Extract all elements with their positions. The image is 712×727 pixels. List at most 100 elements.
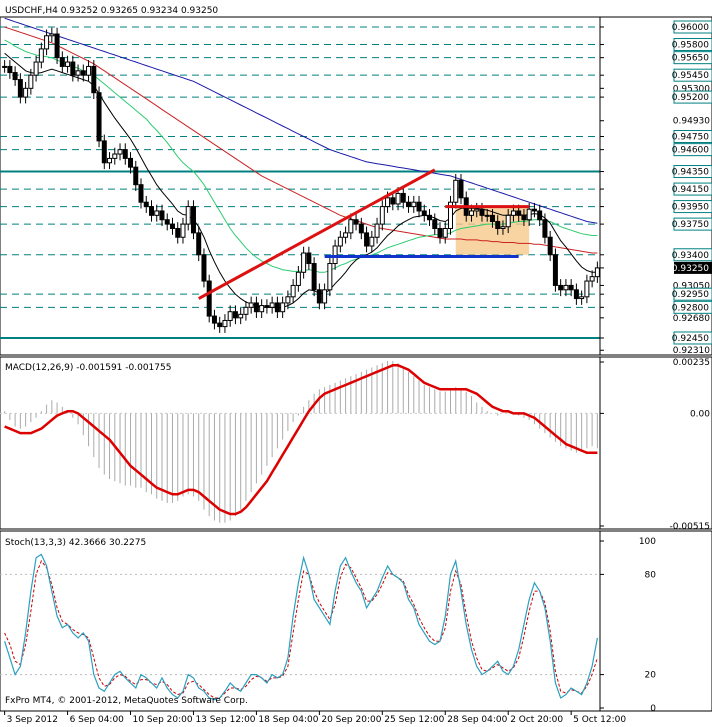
candle-body — [552, 254, 558, 286]
candle-body — [44, 35, 50, 50]
price-level-tag — [673, 165, 712, 179]
ma-blue-line — [4, 17, 598, 224]
copyright-label: FxPro MT4, © 2001-2012, MetaQuotes Softw… — [5, 696, 248, 706]
candle-body — [526, 208, 532, 221]
price-level-label: 0.94150 — [672, 185, 709, 195]
current-price-tag — [674, 261, 712, 274]
candle-body — [12, 72, 18, 81]
candle-body — [49, 33, 55, 37]
candle-body — [28, 74, 34, 89]
candle-body — [280, 302, 286, 313]
candle-body — [222, 319, 228, 328]
macd-tick-label: -0.00515 — [670, 522, 710, 532]
candle-body — [217, 322, 223, 328]
trend-annotations — [197, 168, 530, 300]
price-level-tag — [673, 130, 712, 144]
candle-body — [332, 245, 338, 265]
stoch-d-line — [4, 560, 598, 699]
time-tick-label: 2 Oct 20:00 — [510, 715, 563, 725]
macd-axis: 0.00235 0.00 -0.00515 — [599, 357, 710, 532]
price-tick-label: 0.92310 — [673, 346, 710, 356]
macd-series — [0, 360, 600, 523]
candle-body — [573, 289, 579, 300]
candle-body — [17, 79, 23, 98]
price-level-tag — [673, 287, 712, 301]
time-tick-label: 6 Sep 04:00 — [70, 715, 125, 725]
candle-body — [117, 149, 123, 155]
candle-body — [400, 192, 406, 203]
candle-body — [395, 192, 401, 205]
time-tick-label: 13 Sep 12:00 — [195, 715, 255, 725]
stoch-tick-label: 0 — [650, 704, 656, 714]
candle-body — [232, 311, 238, 319]
stoch-label: Stoch(13,3,3) 42.3666 30.2275 — [5, 538, 146, 548]
price-level-label: 0.93750 — [672, 220, 709, 230]
candle-body — [295, 271, 301, 286]
price-candles — [2, 27, 600, 333]
candle-body — [128, 157, 134, 168]
stoch-axis: 100 80 20 0 — [599, 531, 657, 714]
candle-body — [406, 201, 412, 208]
candle-body — [505, 214, 511, 228]
candle-body — [143, 201, 149, 208]
price-level-label: 0.94600 — [672, 146, 709, 156]
price-level-tag — [673, 51, 712, 65]
candle-body — [201, 254, 207, 282]
candle-body — [169, 223, 175, 229]
candle-body — [442, 227, 448, 238]
candle-body — [521, 214, 527, 221]
candle-body — [568, 284, 574, 291]
candle-body — [510, 210, 516, 216]
candle-body — [479, 208, 485, 216]
ma-black-line — [4, 52, 598, 309]
price-level-tag — [673, 331, 712, 345]
price-level-label: 0.92950 — [672, 290, 709, 300]
time-tick-label: 3 Sep 2012 — [7, 715, 58, 725]
time-tick-label: 10 Sep 20:00 — [133, 715, 193, 725]
candle-body — [542, 219, 548, 238]
stoch-tick-label: 80 — [645, 570, 657, 580]
time-tick-label: 18 Sep 04:00 — [258, 715, 318, 725]
price-level-tag — [673, 20, 712, 34]
price-level-label: 0.94750 — [672, 133, 709, 143]
price-levels — [0, 26, 600, 339]
price-tick-label: 0.92680 — [673, 314, 710, 324]
candle-body — [343, 232, 349, 238]
stoch-tick-label: 100 — [639, 537, 656, 547]
price-tick-label: 0.93050 — [673, 281, 710, 291]
price-level-label: 0.93950 — [672, 203, 709, 213]
candle-body — [65, 61, 71, 67]
candle-body — [353, 219, 359, 225]
macd-label: MACD(12,26,9) -0.001591 -0.001755 — [5, 363, 171, 373]
candle-body — [7, 65, 13, 74]
ma-red-line — [4, 26, 598, 254]
candle-body — [2, 65, 8, 68]
candle-body — [101, 140, 107, 164]
price-level-tag — [673, 90, 712, 104]
candle-body — [448, 201, 453, 229]
candle-body — [437, 227, 443, 238]
candle-body — [531, 208, 537, 212]
candle-body — [227, 311, 233, 321]
candle-body — [122, 149, 128, 159]
candle-body — [196, 232, 202, 256]
candle-body — [159, 210, 165, 221]
candle-body — [264, 305, 270, 308]
candle-body — [211, 315, 217, 324]
candle-body — [369, 236, 375, 247]
macd-tick-label: 0.00235 — [673, 358, 710, 368]
current-price-label: 0.93250 — [672, 264, 709, 274]
candle-body — [107, 157, 113, 164]
price-level-tag — [673, 217, 712, 231]
macd-tick-label: 0.00 — [690, 409, 710, 419]
candle-body — [390, 197, 396, 205]
candle-body — [474, 208, 480, 212]
price-level-label: 0.94350 — [672, 168, 709, 178]
candle-body — [285, 296, 291, 304]
price-axis: 0.96000 0.95800 0.95650 0.95450 0.953000.952… — [599, 17, 712, 356]
candle-body — [579, 296, 585, 300]
candle-body — [80, 70, 86, 76]
candle-body — [547, 236, 553, 256]
price-level-label: 0.93400 — [672, 251, 709, 261]
time-tick-label: 20 Sep 20:00 — [321, 715, 381, 725]
